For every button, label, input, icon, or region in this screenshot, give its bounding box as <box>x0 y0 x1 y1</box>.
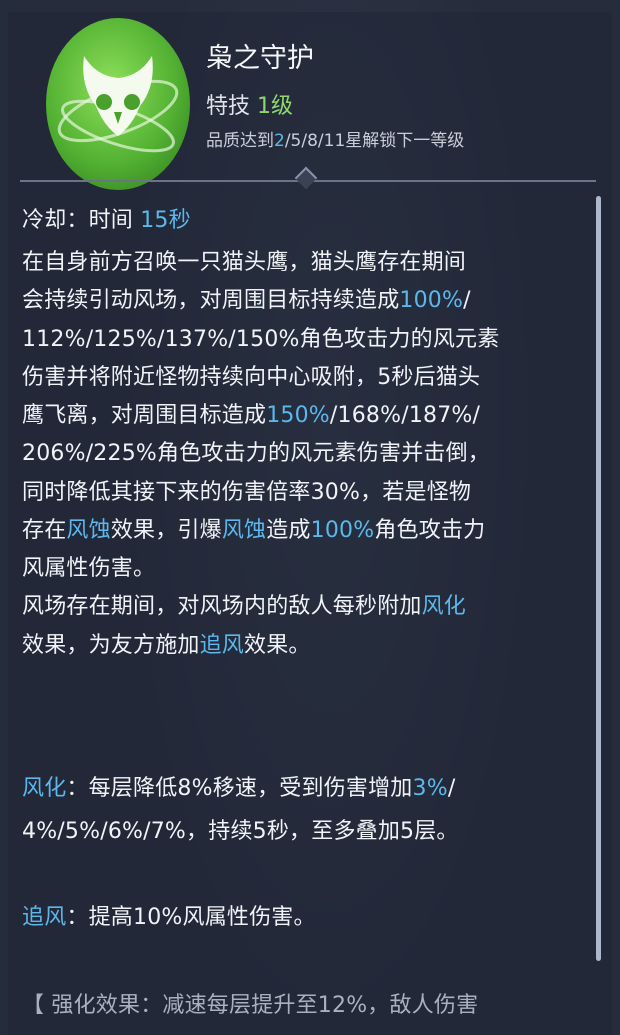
highlight-text: 风化 <box>421 594 467 619</box>
text-segment: 4%/5%/6%/7%，持续5秒，至多叠加5层。 <box>22 819 459 844</box>
text-segment: 造成 <box>266 518 311 543</box>
description-line: 风属性伤害。 <box>22 550 155 582</box>
text-segment: ：提高10%风属性伤害。 <box>66 905 316 930</box>
text-segment: / <box>447 776 456 801</box>
text-segment: 效果，为友方施加 <box>22 633 200 658</box>
highlight-text: 追风 <box>22 905 67 930</box>
text-segment: 品质达到 <box>206 131 274 151</box>
highlight-text: 风化 <box>22 776 67 801</box>
description-line: 鹰飞离，对周围目标造成150%/168%/187%/ <box>22 397 480 429</box>
highlight-text: 风蚀 <box>66 518 111 543</box>
text-segment: 存在 <box>22 518 67 543</box>
description-line: 4%/5%/6%/7%，持续5秒，至多叠加5层。 <box>22 813 459 845</box>
text-segment: /168%/187%/ <box>329 403 481 428</box>
description-line: 伤害并将附近怪物持续向中心吸附，5秒后猫头 <box>22 359 480 391</box>
description-line: 存在风蚀效果，引爆风蚀造成100%角色攻击力 <box>22 512 485 544</box>
description-line: 效果，为友方施加追风效果。 <box>22 627 311 659</box>
description-line: 会持续引动风场，对周围目标持续造成100%/ <box>22 282 471 314</box>
skill-level: 1级 <box>257 94 294 119</box>
unlock-requirement: 品质达到2/5/8/11星解锁下一等级 <box>206 126 464 151</box>
text-segment: 风场存在期间，对风场内的敌人每秒附加 <box>22 594 422 619</box>
highlight-text: 风蚀 <box>221 518 267 543</box>
text-segment: /5/8/11星解锁下一等级 <box>284 131 465 151</box>
owl-wind-emblem-icon <box>44 16 192 192</box>
highlight-text: 150% <box>266 403 330 428</box>
highlight-text: 3% <box>412 776 448 801</box>
text-segment: 206%/225%角色攻击力的风元素伤害并击倒， <box>22 441 491 466</box>
description-line: 206%/225%角色攻击力的风元素伤害并击倒， <box>22 435 490 467</box>
highlight-text: 100% <box>310 518 375 543</box>
text-segment: 【 强化效果：减速每层提升至12%，敌人伤害 <box>22 993 479 1018</box>
text-segment: 风属性伤害。 <box>22 556 156 581</box>
highlight-text: 追风 <box>199 633 245 658</box>
description-line: 冷却：时间 15秒 <box>22 202 191 234</box>
description-line: 风场存在期间，对风场内的敌人每秒附加风化 <box>22 588 466 620</box>
text-segment: 效果。 <box>244 633 311 658</box>
highlight-text: 15秒 <box>140 208 191 233</box>
description-line: 112%/125%/137%/150%角色攻击力的风元素 <box>22 321 499 353</box>
skill-type-level: 特技 1级 <box>206 88 293 120</box>
text-segment: 同时降低其接下来的伤害倍率30%，若是怪物 <box>22 480 472 505</box>
highlight-text: 2 <box>274 131 285 151</box>
description-line: 追风：提高10%风属性伤害。 <box>22 899 316 931</box>
text-segment: 在自身前方召唤一只猫头鹰，猫头鹰存在期间 <box>22 250 467 275</box>
skill-type: 特技 <box>206 94 251 119</box>
highlight-text: 100% <box>399 288 464 313</box>
enhanced-effect-line: 【 强化效果：减速每层提升至12%，敌人伤害 <box>22 987 478 1019</box>
text-segment: ：每层降低8%移速，受到伤害增加 <box>66 776 413 801</box>
text-segment: 效果，引爆 <box>110 518 222 543</box>
text-segment: 冷却：时间 <box>22 208 141 233</box>
text-segment: 伤害并将附近怪物持续向中心吸附，5秒后猫头 <box>22 365 481 390</box>
skill-name: 枭之守护 <box>206 43 314 74</box>
description-line: 在自身前方召唤一只猫头鹰，猫头鹰存在期间 <box>22 244 466 276</box>
description-line: 同时降低其接下来的伤害倍率30%，若是怪物 <box>22 474 471 506</box>
scrollbar[interactable] <box>596 196 601 961</box>
description-line: 风化：每层降低8%移速，受到伤害增加3%/ <box>22 770 455 802</box>
text-segment: 112%/125%/137%/150%角色攻击力的风元素 <box>22 327 500 352</box>
text-segment: 角色攻击力 <box>374 518 486 543</box>
text-segment: 鹰飞离，对周围目标造成 <box>22 403 267 428</box>
text-segment: 会持续引动风场，对周围目标持续造成 <box>22 288 400 313</box>
text-segment: / <box>463 288 471 313</box>
